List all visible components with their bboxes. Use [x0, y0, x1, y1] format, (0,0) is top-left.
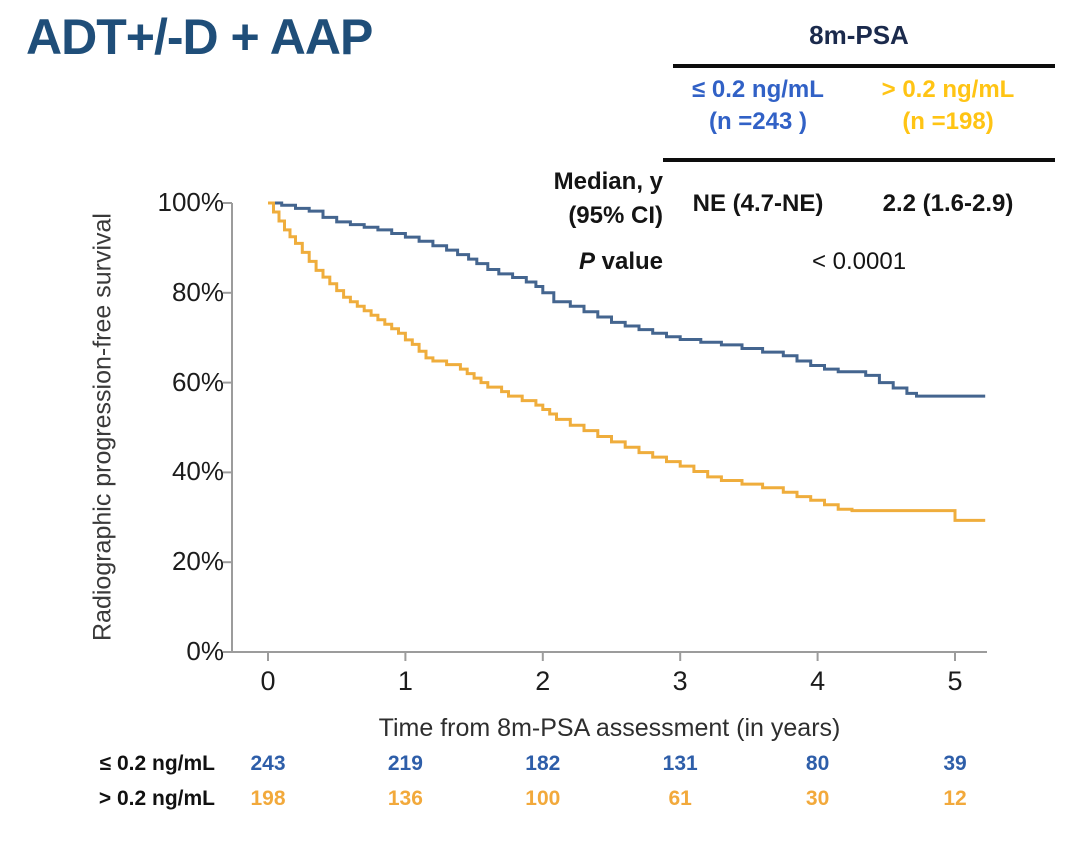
y-tick-label: 20%	[171, 546, 224, 577]
y-tick-label: 40%	[171, 456, 224, 487]
page-title: ADT+/-D + AAP	[26, 9, 373, 65]
x-tick-label: 0	[260, 666, 276, 696]
x-tick-label: 2	[535, 666, 551, 696]
x-tick-label: 4	[810, 666, 826, 696]
pvalue-label-rest: value	[594, 248, 663, 275]
median-value-gt02: 2.2 (1.6-2.9)	[882, 190, 1014, 217]
risk-count: 100	[525, 787, 561, 810]
x-tick-label: 3	[672, 666, 688, 696]
y-tick-label: 60%	[171, 366, 224, 397]
stats-table-header: 8m-PSA	[809, 20, 909, 50]
risk-count: 131	[662, 752, 698, 775]
divider-bottom	[663, 158, 1055, 162]
axes-lines	[231, 203, 987, 653]
y-tick-label: 0%	[186, 636, 224, 666]
y-axis-title: Radiographic progression-free survival	[88, 213, 117, 641]
risk-row-label: ≤ 0.2 ng/mL	[99, 752, 215, 775]
km-curve-le02	[268, 201, 986, 398]
risk-count: 39	[943, 752, 967, 775]
median-row-label-line1: Median, y	[553, 168, 663, 195]
pvalue-label-italic-p: P	[578, 248, 595, 275]
risk-count: 61	[668, 787, 692, 810]
x-tick-label: 1	[397, 666, 413, 696]
column-header-gt02-label: > 0.2 ng/mL	[881, 76, 1015, 103]
median-row-label-line2: (95% CI)	[568, 202, 663, 229]
risk-count: 198	[250, 787, 286, 810]
pvalue-value: < 0.0001	[811, 248, 907, 275]
column-header-le02-label: ≤ 0.2 ng/mL	[692, 76, 824, 103]
column-header-le02: ≤ 0.2 ng/mL (n =243 )	[663, 74, 853, 139]
km-plot	[223, 201, 987, 661]
divider-top	[673, 64, 1055, 68]
pvalue-row-label: P value	[520, 248, 663, 276]
risk-count: 80	[805, 752, 830, 775]
y-tick-label: 100%	[157, 187, 225, 217]
risk-count: 182	[525, 752, 561, 775]
stats-table: 8m-PSA ≤ 0.2 ng/mL (n =243 ) > 0.2 ng/mL…	[520, 14, 1060, 294]
risk-count: 136	[387, 787, 423, 810]
column-header-le02-n: (n =243 )	[708, 108, 808, 136]
column-header-gt02-n: (n =198)	[902, 108, 994, 136]
risk-row-label: > 0.2 ng/mL	[98, 787, 215, 810]
x-axis-title: Time from 8m-PSA assessment (in years)	[378, 714, 841, 742]
risk-count: 243	[250, 752, 286, 775]
risk-count: 12	[943, 787, 967, 810]
median-value-le02: NE (4.7-NE)	[692, 190, 824, 217]
risk-count: 219	[387, 752, 423, 775]
x-tick-label: 5	[947, 666, 963, 696]
column-header-gt02: > 0.2 ng/mL (n =198)	[853, 74, 1043, 139]
km-curve-gt02	[268, 201, 986, 522]
risk-count: 30	[805, 787, 830, 810]
y-tick-label: 80%	[171, 276, 224, 307]
